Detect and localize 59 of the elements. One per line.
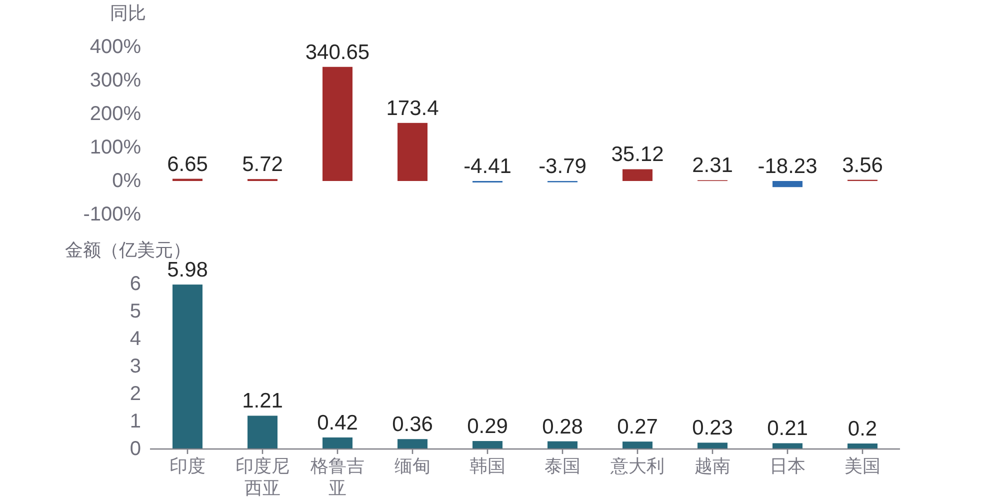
- bar: [472, 441, 502, 449]
- y-tick-label: 4: [130, 328, 141, 350]
- bar: [548, 441, 578, 449]
- y-tick-label: 100%: [90, 136, 142, 158]
- data-label: 0.2: [848, 418, 878, 440]
- data-label: 35.12: [611, 143, 664, 166]
- y-tick-label: 400%: [90, 36, 142, 58]
- x-tick-label: 泰国: [544, 456, 580, 476]
- y-tick-label: 3: [130, 356, 141, 378]
- x-tick-label: 意大利: [610, 456, 664, 476]
- y-tick-label: 5: [130, 300, 141, 322]
- data-label: 0.28: [542, 415, 583, 438]
- data-label: 2.31: [692, 154, 733, 178]
- bar: [398, 122, 428, 181]
- data-label: 340.65: [305, 40, 370, 64]
- x-tick-label: 韩国: [470, 456, 506, 476]
- bar: [848, 444, 878, 449]
- y-tick-label: -100%: [83, 204, 142, 226]
- bar: [322, 66, 352, 181]
- x-tick-label: 缅甸: [394, 456, 430, 476]
- data-label: 1.21: [242, 390, 283, 413]
- data-label: 3.56: [842, 154, 883, 177]
- y-tick-label: 200%: [90, 103, 142, 125]
- data-label: 5.72: [242, 153, 283, 176]
- data-label: -4.41: [464, 155, 512, 178]
- data-label: 0.36: [392, 413, 433, 436]
- data-label: 0.21: [767, 417, 808, 440]
- bar: [322, 437, 352, 449]
- x-tick-label: 印度尼西亚: [236, 456, 290, 498]
- data-label: 5.98: [167, 258, 208, 282]
- bar: [248, 416, 278, 449]
- data-label: 0.27: [617, 416, 658, 439]
- x-tick-label: 越南: [694, 456, 730, 476]
- bar: [772, 181, 802, 188]
- data-label: 0.42: [317, 411, 358, 434]
- y-tick-label: 0%: [112, 170, 142, 192]
- data-label: -18.23: [758, 155, 818, 178]
- bar: [172, 284, 202, 449]
- data-label: 0.23: [692, 416, 733, 440]
- x-tick-label: 日本: [770, 456, 806, 476]
- bar: [622, 169, 652, 181]
- y-tick-label: 2: [130, 383, 141, 405]
- x-tick-label: 格鲁吉亚: [310, 456, 364, 498]
- x-tick-label: 美国: [844, 456, 880, 476]
- bar: [772, 443, 802, 449]
- x-tick-label: 印度: [170, 456, 206, 476]
- y-tick-label: 300%: [90, 70, 142, 92]
- data-label: 173.4: [386, 96, 440, 120]
- bar: [698, 442, 728, 449]
- data-label: 0.29: [467, 415, 508, 438]
- y-axis-title: 同比: [110, 3, 146, 23]
- bar: [398, 439, 428, 449]
- y-tick-label: 1: [130, 410, 141, 432]
- data-label: 6.65: [167, 152, 208, 176]
- y-tick-label: 0: [130, 438, 141, 460]
- y-axis-title: 金额（亿美元）: [65, 240, 191, 260]
- y-tick-label: 6: [130, 273, 141, 295]
- data-label: -3.79: [538, 155, 586, 178]
- bar: [622, 442, 652, 449]
